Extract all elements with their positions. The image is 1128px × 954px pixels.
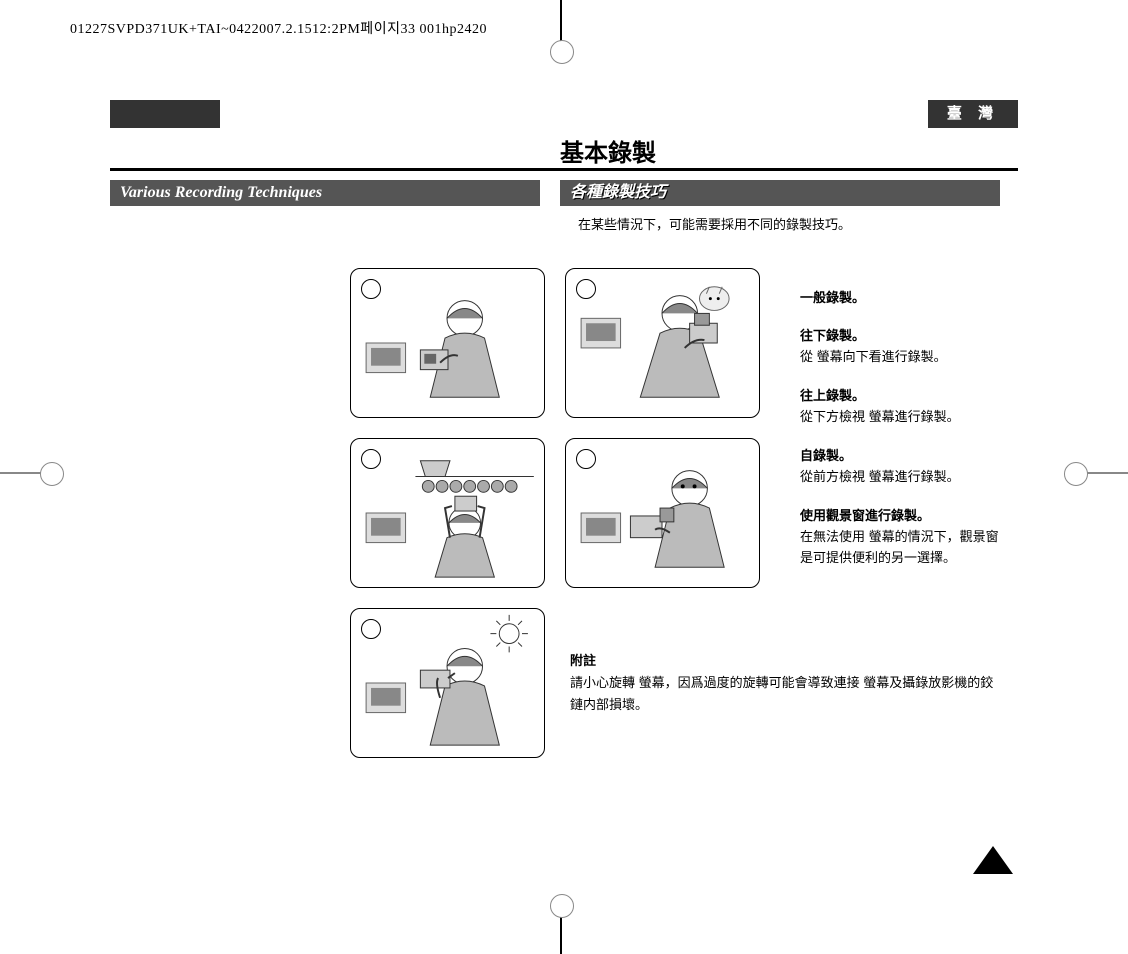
header-code: 01227SVPD371UK+TAI~0422007.2.1512:2PM페이지… (70, 18, 487, 38)
illustration-person-self (566, 439, 759, 587)
desc-item-1: 一般錄製。 (800, 288, 865, 309)
note-heading: 附註 (570, 650, 1000, 672)
illustration-person-upward (351, 439, 544, 587)
registration-mark-right (1078, 472, 1128, 474)
intro-text: 在某些情況下，可能需要採用不同的錄製技巧。 (578, 214, 851, 233)
desc-item-2: 往下錄製。 從 螢幕向下看進行錄製。 (800, 326, 947, 368)
desc-body: 從 螢幕向下看進行錄製。 (800, 347, 947, 368)
english-language-box (110, 100, 220, 128)
section-heading-english: Various Recording Techniques (110, 180, 540, 206)
taiwan-region-box: 臺 灣 (928, 100, 1018, 128)
illustration-person-viewfinder (351, 609, 544, 757)
desc-heading: 一般錄製。 (800, 288, 865, 309)
note-body: 請小心旋轉 螢幕，因爲過度的旋轉可能會導致連接 螢幕及攝錄放影機的鉸鏈内部損壞。 (570, 672, 1000, 716)
desc-heading: 往下錄製。 (800, 326, 947, 347)
illustration-self (565, 438, 760, 588)
illustration-general (350, 268, 545, 418)
registration-mark-left (0, 472, 50, 474)
title-divider (110, 168, 1018, 171)
illustration-person-downward (566, 269, 759, 417)
registration-mark-bottom (560, 914, 562, 954)
note-block: 附註 請小心旋轉 螢幕，因爲過度的旋轉可能會導致連接 螢幕及攝錄放影機的鉸鏈内部… (570, 650, 1000, 716)
desc-heading: 自錄製。 (800, 446, 960, 467)
illustration-viewfinder (350, 608, 545, 758)
desc-body: 從下方檢視 螢幕進行錄製。 (800, 407, 960, 428)
desc-item-5: 使用觀景窗進行錄製。 在無法使用 螢幕的情況下，觀景窗是可提供便利的另一選擇。 (800, 506, 1000, 568)
illustration-person-eyelevel (351, 269, 544, 417)
desc-body: 從前方檢視 螢幕進行錄製。 (800, 467, 960, 488)
page-continue-arrow-icon (973, 846, 1013, 874)
section-heading-chinese: 各種錄製技巧 (560, 180, 1000, 206)
desc-heading: 使用觀景窗進行錄製。 (800, 506, 1000, 527)
desc-heading: 往上錄製。 (800, 386, 960, 407)
illustration-upward (350, 438, 545, 588)
registration-mark-top (560, 0, 562, 50)
desc-item-4: 自錄製。 從前方檢視 螢幕進行錄製。 (800, 446, 960, 488)
illustration-downward (565, 268, 760, 418)
page-title: 基本錄製 (560, 133, 656, 168)
desc-body: 在無法使用 螢幕的情況下，觀景窗是可提供便利的另一選擇。 (800, 527, 1000, 569)
desc-item-3: 往上錄製。 從下方檢視 螢幕進行錄製。 (800, 386, 960, 428)
